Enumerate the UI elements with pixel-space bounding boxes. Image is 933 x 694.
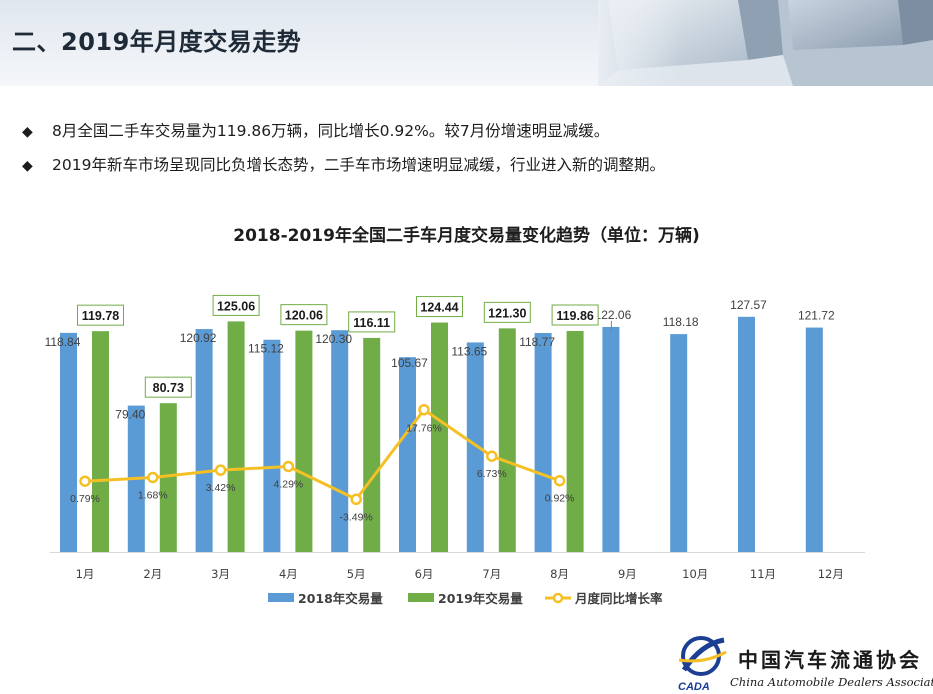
diamond-bullet-icon: ◆ (22, 124, 33, 140)
bar-2018-5月 (331, 330, 349, 552)
x-tick-4月: 4月 (279, 567, 298, 581)
bar-2019-6月 (431, 322, 448, 552)
growth-rate-point-7月 (486, 450, 498, 462)
label-growth-5月: -3.49% (340, 511, 373, 523)
label-2018-12月: 121.72 (798, 309, 835, 323)
bullet-text: 8月全国二手车交易量为119.86万辆，同比增长0.92%。较7月份增速明显减缓… (52, 122, 610, 140)
bar-2019-7月 (498, 328, 516, 552)
label-2018-3月: 120.92 (180, 331, 217, 345)
x-tick-7月: 7月 (482, 567, 501, 581)
label-growth-8月: 0.92% (545, 493, 575, 505)
label-2019-3月: 125.06 (217, 299, 255, 313)
label-box-2019-3月 (212, 294, 260, 316)
label-2018-10月: 118.18 (663, 315, 699, 329)
growth-rate-point-3月 (214, 464, 227, 476)
x-tick-6月: 6月 (415, 567, 434, 581)
bar-2018-8月 (534, 333, 552, 552)
label-box-2019-6月 (416, 296, 463, 318)
label-2018-11月: 127.57 (730, 298, 767, 312)
bar-2019-4月 (295, 330, 313, 552)
bar-2018-6月 (399, 357, 416, 552)
label-2018-2月: 79.40 (115, 408, 145, 422)
label-2019-5月: 116.11 (353, 316, 390, 330)
bullet-text: 2019年新车市场呈现同比负增长态势，二手车市场增速明显减缓，行业进入新的调整期… (52, 156, 665, 174)
x-tick-10月: 10月 (682, 567, 708, 581)
bar-2018-3月 (195, 329, 213, 552)
label-box-2019-2月 (144, 376, 192, 398)
x-tick-11月: 11月 (750, 567, 776, 581)
label-growth-3月: 3.42% (206, 482, 236, 494)
bullet-item: ◆ 2019年新车市场呈现同比负增长态势，二手车市场增速明显减缓，行业进入新的调整… (22, 148, 665, 182)
x-tick-2月: 2月 (143, 567, 162, 581)
legend-swatch-2 (408, 593, 434, 602)
label-2019-6月: 124.44 (420, 301, 458, 315)
bar-2018-7月 (466, 342, 484, 552)
legend-label-1: 2018年交易量 (298, 591, 383, 606)
legend-swatch-1 (268, 593, 294, 602)
bar-2018-10月 (670, 334, 688, 552)
bar-2018-11月 (738, 316, 755, 552)
cada-logo: CADA 中国汽车流通协会 China Automobile Dealers A… (674, 630, 933, 694)
bar-2018-12月 (805, 327, 823, 552)
label-2018-8月: 118.77 (519, 335, 555, 349)
bar-2018-9月 (602, 326, 620, 552)
label-box-2019-1月 (77, 304, 124, 326)
header-decor-image (598, 0, 933, 86)
label-box-2019-7月 (483, 301, 531, 323)
label-box-2019-8月 (551, 304, 599, 326)
growth-rate-line (84, 408, 561, 501)
x-tick-5月: 5月 (347, 567, 366, 581)
diamond-bullet-icon: ◆ (22, 158, 33, 174)
bar-2018-4月 (263, 339, 281, 552)
label-2019-8月: 119.86 (556, 309, 594, 323)
logo-chinese-name: 中国汽车流通协会 (738, 648, 922, 672)
bar-2019-1月 (92, 331, 109, 552)
cada-emblem-icon: CADA (678, 636, 727, 693)
label-2018-7月: 113.65 (451, 344, 487, 358)
bar-2019-8月 (566, 331, 584, 552)
x-tick-12月: 12月 (818, 567, 844, 581)
bar-2019-5月 (363, 337, 381, 552)
x-tick-8月: 8月 (550, 567, 569, 581)
label-2018-6月: 105.67 (391, 356, 428, 370)
legend-label-2: 2019年交易量 (438, 591, 523, 606)
bar-2019-3月 (227, 321, 245, 552)
label-2019-2月: 80.73 (153, 381, 184, 395)
label-box-2019-4月 (280, 304, 328, 326)
logo-english-name: China Automobile Dealers Association (730, 675, 933, 689)
label-2019-1月: 119.78 (82, 309, 120, 323)
x-tick-3月: 3月 (211, 567, 230, 581)
growth-rate-point-4月 (282, 460, 295, 473)
header-banner: 二、2019年月度交易走势 (0, 0, 933, 86)
legend-marker-3 (552, 592, 564, 604)
label-growth-6月: 17.76% (406, 423, 442, 435)
label-2019-7月: 121.30 (488, 306, 526, 320)
label-2018-1月: 118.84 (45, 335, 81, 349)
growth-rate-point-5月 (350, 493, 362, 506)
growth-rate-point-1月 (79, 475, 91, 487)
bar-2018-1月 (60, 332, 77, 552)
chart-title: 2018-2019年全国二手车月度交易量变化趋势（单位：万辆) (233, 226, 700, 246)
legend-label-3: 月度同比增长率 (574, 591, 663, 606)
label-box-2019-5月 (348, 311, 396, 333)
label-2018-5月: 120.30 (315, 332, 352, 346)
growth-rate-point-2月 (147, 471, 159, 484)
logo-badge-text: CADA (678, 681, 710, 693)
bullet-list: ◆ 8月全国二手车交易量为119.86万辆，同比增长0.92%。较7月份增速明显减… (22, 114, 665, 182)
label-growth-7月: 6.73% (477, 468, 507, 480)
x-tick-9月: 9月 (618, 567, 637, 581)
growth-rate-point-6月 (418, 403, 430, 416)
x-tick-1月: 1月 (76, 567, 95, 581)
label-growth-4月: 4.29% (274, 478, 304, 490)
bullet-item: ◆ 8月全国二手车交易量为119.86万辆，同比增长0.92%。较7月份增速明显减… (22, 114, 665, 148)
label-growth-2月: 1.68% (138, 489, 168, 501)
growth-rate-point-8月 (553, 474, 566, 487)
label-2018-4月: 115.12 (248, 342, 284, 356)
label-2019-4月: 120.06 (285, 309, 323, 323)
bar-2019-2月 (159, 403, 177, 552)
label-growth-1月: 0.79% (70, 493, 100, 505)
page-title: 二、2019年月度交易走势 (12, 28, 302, 56)
label-2018-9月: 122.06 (595, 308, 632, 322)
